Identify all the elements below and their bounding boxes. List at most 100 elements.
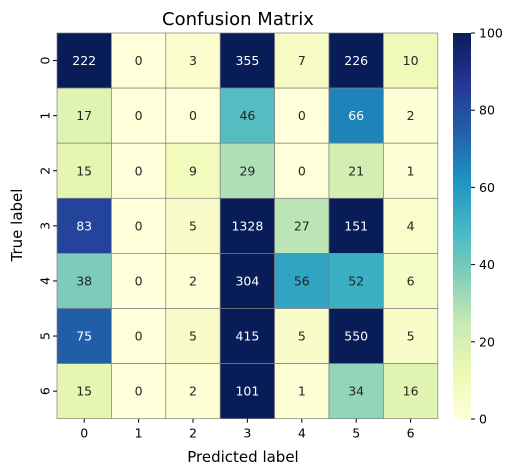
heatmap-cell-6-3 — [219, 363, 275, 420]
heatmap-cell-1-6 — [383, 87, 439, 144]
cell-value-label: 2 — [189, 273, 197, 288]
colorbar-tick-label: 0 — [479, 412, 487, 427]
heatmap-cell-3-0 — [56, 197, 112, 254]
colorbar-ticks: 0 20 40 60 80 100 — [471, 26, 503, 427]
cell-value-label: 83 — [76, 218, 92, 233]
heatmap-cell-0-1 — [111, 32, 167, 89]
x-tick-label: 1 — [135, 426, 143, 441]
heatmap-cell-1-5 — [328, 87, 384, 144]
heatmap-cell-6-5 — [328, 363, 384, 420]
cell-value-label: 3 — [189, 53, 197, 68]
chart-title: Confusion Matrix — [162, 9, 314, 30]
y-tick-label: 1 — [37, 112, 52, 120]
cell-value-label: 1328 — [231, 218, 263, 233]
cell-value-label: 7 — [298, 53, 306, 68]
cell-value-label: 304 — [235, 273, 259, 288]
heatmap-cell-2-5 — [328, 142, 384, 199]
cell-value-label: 27 — [294, 218, 310, 233]
cell-value-label: 1 — [407, 163, 415, 178]
heatmap-cell-6-2 — [165, 363, 221, 420]
cell-value-label: 21 — [348, 163, 364, 178]
cell-value-label: 226 — [344, 53, 368, 68]
cell-value-label: 34 — [348, 384, 364, 399]
cell-value-label: 2 — [189, 384, 197, 399]
cell-value-label: 5 — [189, 329, 197, 344]
heatmap-cell-0-5 — [328, 32, 384, 89]
cell-value-label: 9 — [189, 163, 197, 178]
cell-value-label: 46 — [239, 108, 255, 123]
heatmap-cell-2-3 — [219, 142, 275, 199]
heatmap-cell-1-4 — [274, 87, 330, 144]
cell-value-label: 0 — [135, 384, 143, 399]
cell-value-label: 75 — [76, 329, 92, 344]
heatmap-cell-3-6 — [383, 197, 439, 254]
cell-value-label: 66 — [348, 108, 364, 123]
cell-value-label: 6 — [407, 273, 415, 288]
heatmap-cell-0-2 — [165, 32, 221, 89]
heatmap-cell-2-2 — [165, 142, 221, 199]
cell-value-label: 4 — [407, 218, 415, 233]
x-tick-label: 3 — [243, 426, 251, 441]
colorbar-tick-label: 60 — [479, 180, 495, 195]
cell-value-label: 355 — [235, 53, 259, 68]
cell-value-label: 1 — [298, 384, 306, 399]
heatmap-cell-5-2 — [165, 308, 221, 364]
y-tick-label: 6 — [37, 387, 52, 395]
heatmap-cells — [56, 32, 439, 420]
x-tick-label: 4 — [298, 426, 306, 441]
cell-value-label: 52 — [348, 273, 364, 288]
cell-value-label: 0 — [298, 108, 306, 123]
x-axis-ticks: 0 1 2 3 4 5 6 — [80, 418, 415, 441]
cell-value-label: 29 — [239, 163, 255, 178]
cell-value-label: 415 — [235, 329, 259, 344]
heatmap-cell-6-0 — [56, 363, 112, 420]
heatmap-cell-2-1 — [111, 142, 167, 199]
cell-value-label: 17 — [76, 108, 92, 123]
x-tick-label: 2 — [189, 426, 197, 441]
x-tick-label: 0 — [80, 426, 88, 441]
x-axis-title: Predicted label — [187, 448, 298, 466]
cell-value-label: 550 — [344, 329, 368, 344]
cell-value-label: 38 — [76, 273, 92, 288]
heatmap-cell-0-4 — [274, 32, 330, 89]
colorbar — [453, 33, 471, 419]
heatmap-cell-3-1 — [111, 197, 167, 254]
cell-value-label: 101 — [235, 384, 259, 399]
cell-value-label: 0 — [135, 273, 143, 288]
cell-value-label: 2 — [407, 108, 415, 123]
cell-value-label: 10 — [403, 53, 419, 68]
heatmap-cell-5-3 — [219, 308, 275, 364]
cell-value-label: 151 — [344, 218, 368, 233]
heatmap-cell-4-2 — [165, 253, 221, 309]
cell-value-label: 0 — [135, 53, 143, 68]
heatmap-cell-2-6 — [383, 142, 439, 199]
colorbar-tick-label: 20 — [479, 334, 495, 349]
colorbar-tick-label: 80 — [479, 103, 495, 118]
heatmap-cell-5-4 — [274, 308, 330, 364]
colorbar-tick-label: 40 — [479, 257, 495, 272]
cell-value-label: 222 — [72, 53, 96, 68]
colorbar-tick-label: 100 — [479, 26, 503, 41]
heatmap-cell-2-4 — [274, 142, 330, 199]
x-tick-label: 6 — [407, 426, 415, 441]
heatmap-cell-0-0 — [56, 32, 112, 89]
y-tick-label: 4 — [37, 277, 52, 285]
heatmap-cell-1-2 — [165, 87, 221, 144]
heatmap-cell-5-6 — [383, 308, 439, 364]
y-axis-ticks: 0 1 2 3 4 5 6 — [37, 57, 57, 395]
cell-value-label: 15 — [76, 163, 92, 178]
heatmap-cell-3-3 — [219, 197, 275, 254]
cell-value-label: 16 — [403, 384, 419, 399]
cell-value-label: 56 — [294, 273, 310, 288]
cell-value-label: 5 — [298, 329, 306, 344]
heatmap-cell-4-0 — [56, 253, 112, 309]
y-tick-label: 0 — [37, 57, 52, 65]
y-tick-label: 3 — [37, 222, 52, 230]
heatmap-cell-5-1 — [111, 308, 167, 364]
cell-value-label: 15 — [76, 384, 92, 399]
heatmap-cell-6-4 — [274, 363, 330, 420]
cell-value-label: 0 — [135, 108, 143, 123]
cell-value-label: 0 — [135, 218, 143, 233]
y-tick-label: 2 — [37, 167, 52, 175]
